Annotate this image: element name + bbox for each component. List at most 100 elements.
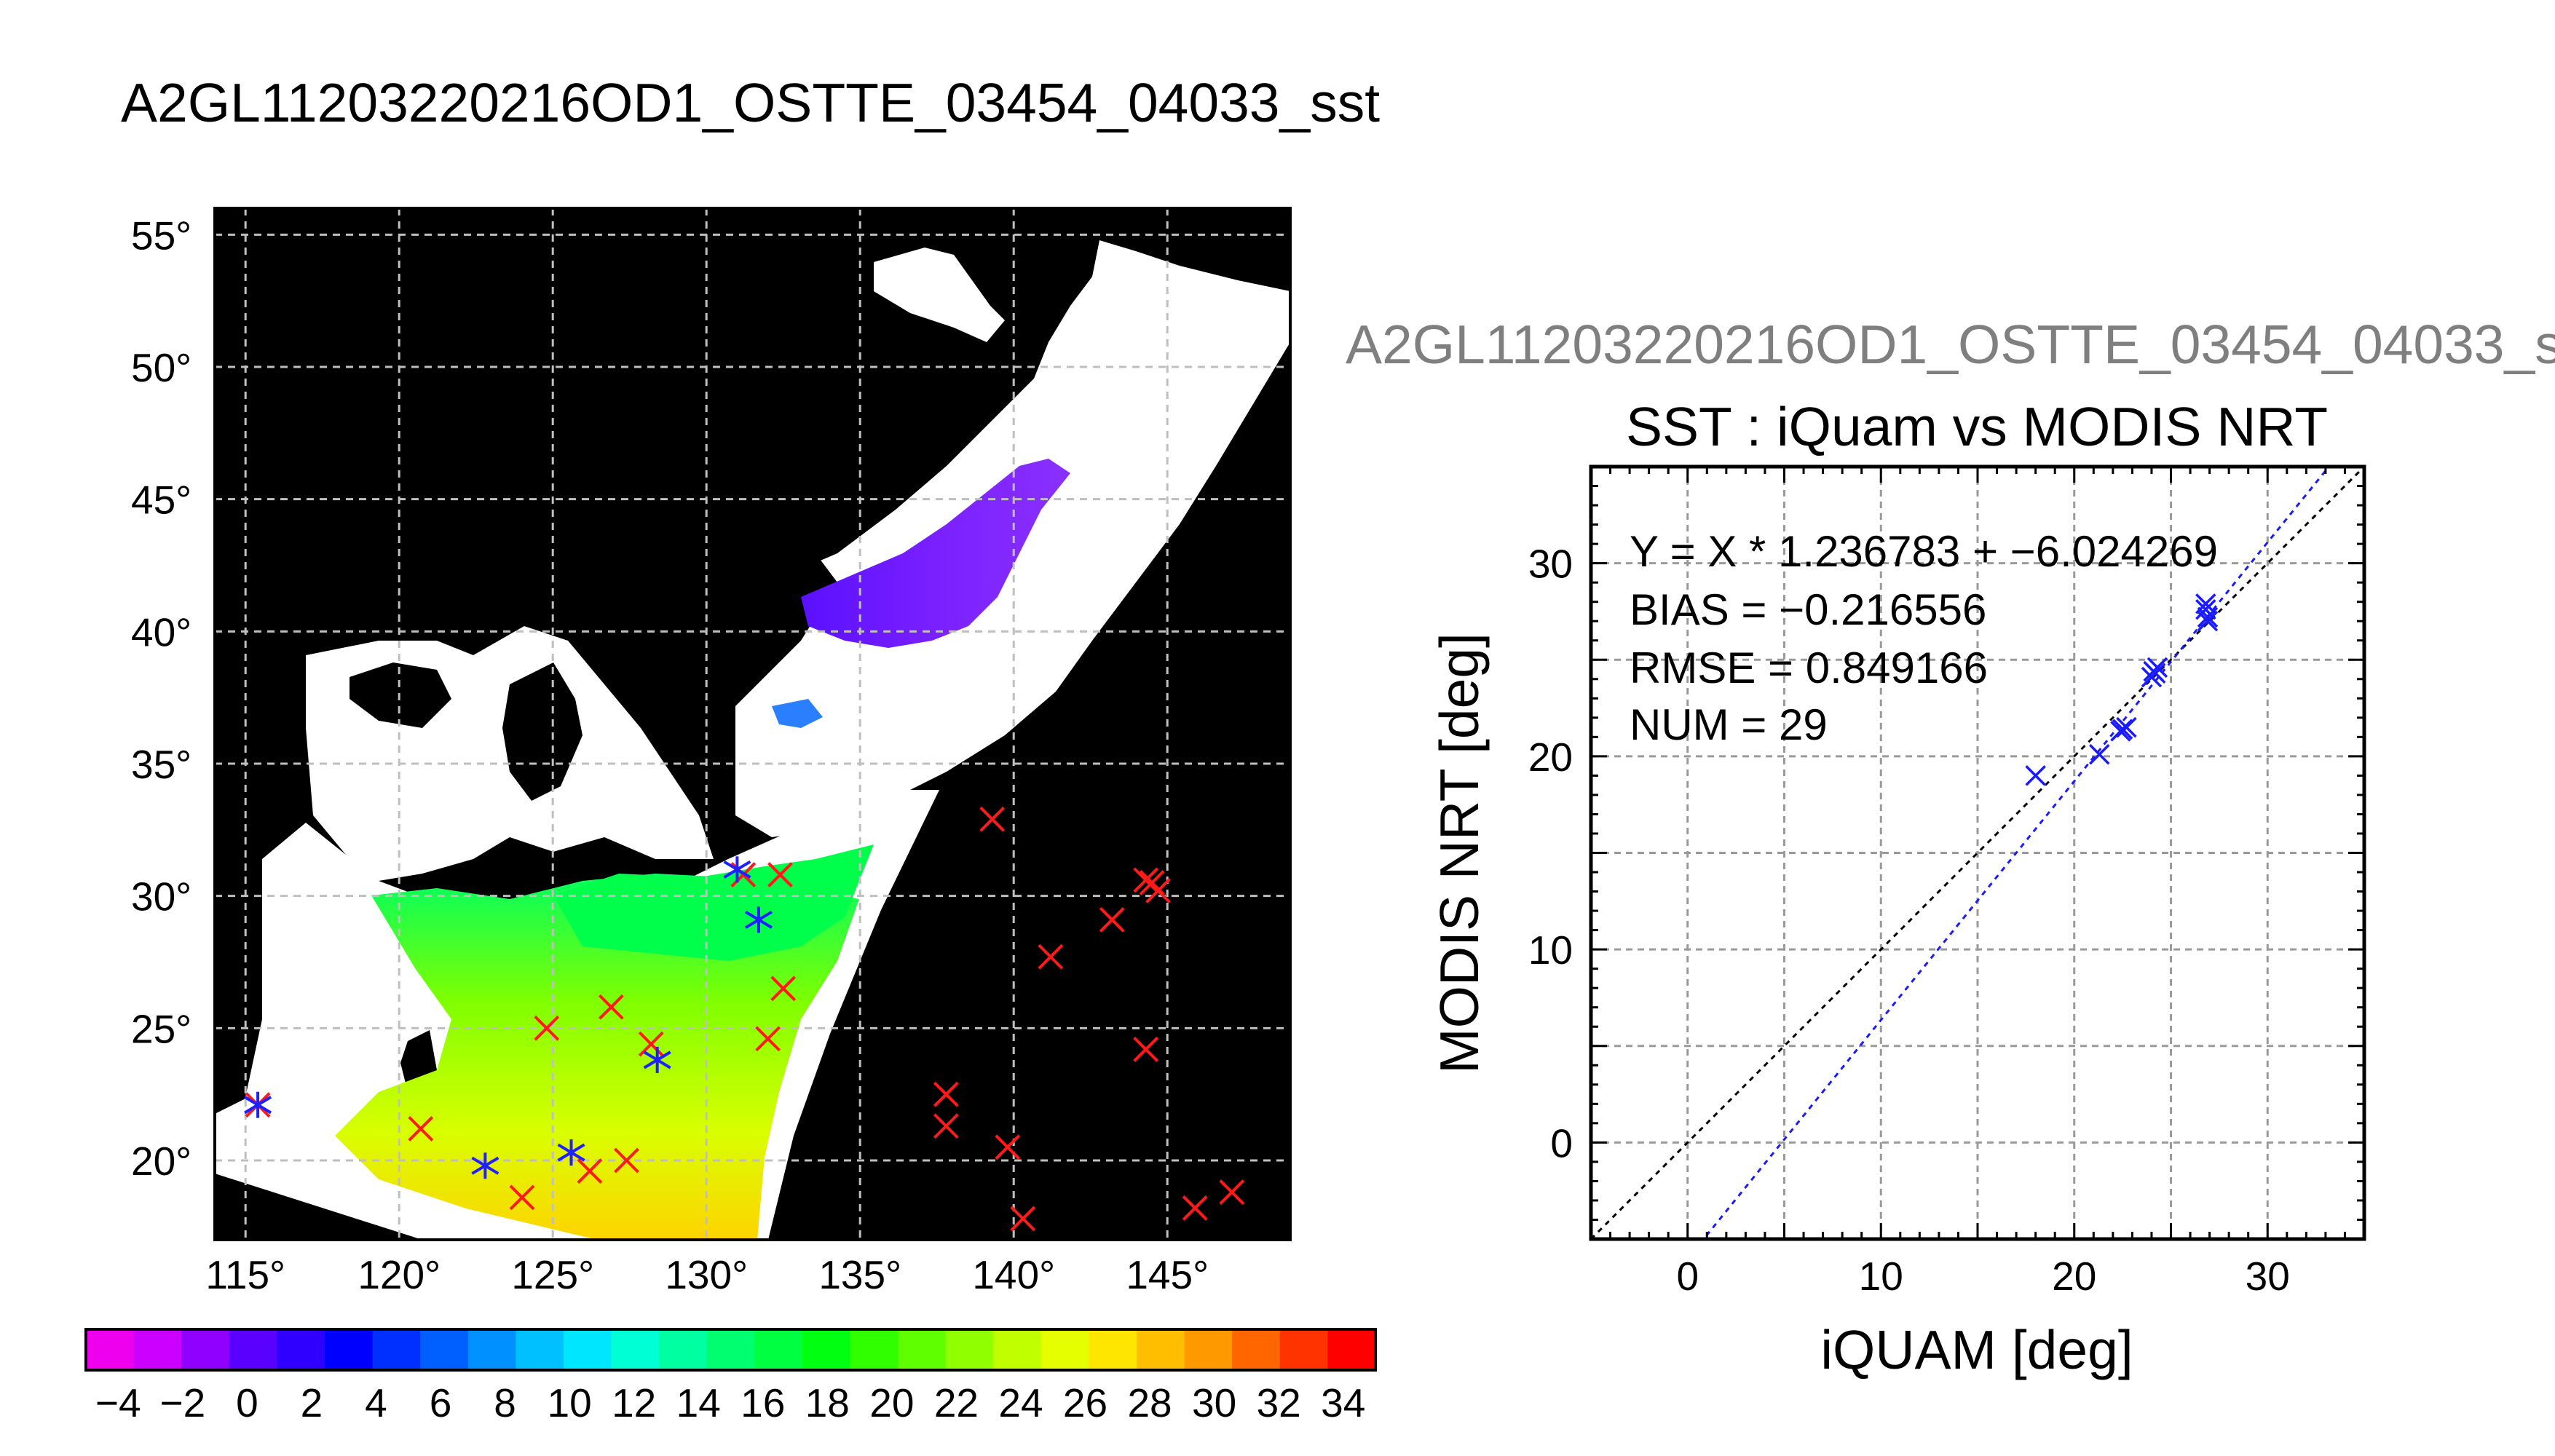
scatter-point: [2145, 662, 2166, 684]
scatter-point: [2116, 716, 2137, 738]
colorbar-cell: [802, 1329, 851, 1370]
colorbar-cell: [420, 1329, 469, 1370]
colorbar-tick-label: −4: [95, 1380, 141, 1425]
scatter-annotation-bias: BIAS = −0.216556: [1630, 585, 1986, 634]
colorbar-cell: [516, 1329, 564, 1370]
scatter-x-tick-label: 10: [1859, 1254, 1903, 1299]
scatter-grid: [1591, 467, 2364, 1239]
map-lat-tick-label: 20°: [131, 1139, 191, 1184]
colorbar-tick-label: 8: [494, 1380, 516, 1425]
scatter-x-tick-label: 30: [2246, 1254, 2290, 1299]
buoy-cross-marker: [1099, 906, 1125, 933]
scatter-point: [2089, 743, 2110, 765]
map-lat-tick-label: 30°: [131, 874, 191, 919]
scatter-y-tick-labels: 0 10 20 30: [1528, 542, 1573, 1166]
colorbar-tick-label: 6: [430, 1380, 452, 1425]
buoy-cross-marker: [933, 1113, 959, 1139]
main-title: A2GL11203220216OD1_OSTTE_03454_04033_sst: [121, 72, 1381, 133]
scatter-x-tick-labels: 0 10 20 30: [1676, 1254, 2289, 1299]
map-lon-tick-label: 140°: [972, 1252, 1055, 1297]
collocated-asterisk-marker: [557, 1139, 585, 1166]
map-lon-tick-label: 125°: [511, 1252, 594, 1297]
colorbar-cell: [1279, 1329, 1329, 1370]
buoy-cross-marker: [614, 1147, 639, 1174]
colorbar-cells: [86, 1329, 1376, 1370]
colorbar-tick-label: 22: [934, 1380, 979, 1425]
map-lat-tick-label: 35°: [131, 742, 191, 787]
collocated-asterisk-marker: [471, 1152, 499, 1179]
buoy-cross-marker: [1182, 1195, 1208, 1221]
map-lon-tick-label: 120°: [358, 1252, 441, 1297]
colorbar-tick-label: 26: [1063, 1380, 1107, 1425]
scatter-title: SST : iQuam vs MODIS NRT: [1626, 396, 2328, 457]
colorbar-tick-label: 32: [1257, 1380, 1301, 1425]
sst-patch-north: [801, 459, 1070, 648]
map-lat-tick-label: 55°: [131, 213, 191, 258]
buoy-cross-marker: [1038, 943, 1064, 970]
land-korea-peninsula: [502, 662, 583, 801]
buoy-cross-marker: [1219, 1179, 1245, 1206]
land-sakhalin-top: [874, 248, 1005, 342]
land-bohai: [350, 662, 451, 728]
colorbar-tick-label: 0: [236, 1380, 258, 1425]
regression-line: [1702, 467, 2331, 1239]
colorbar-tick-label: −2: [159, 1380, 205, 1425]
colorbar-cell: [1040, 1329, 1090, 1370]
scatter-annotation-num: NUM = 29: [1630, 700, 1828, 749]
colorbar-cell: [1327, 1329, 1376, 1370]
colorbar-cell: [277, 1329, 325, 1370]
colorbar-cell: [1137, 1329, 1185, 1370]
colorbar-tick-label: 12: [612, 1380, 656, 1425]
colorbar-tick-labels: −4 −2 0 2 4 6 8 10 12 14 16 18 20 22 24 26 28 30 32 34: [95, 1380, 1365, 1425]
scatter-ticks: [1590, 465, 2366, 1241]
buoy-cross-marker: [995, 1134, 1021, 1160]
colorbar-cell: [1184, 1329, 1233, 1370]
collocated-asterisk-marker: [643, 1046, 671, 1073]
colorbar-tick-label: 30: [1192, 1380, 1236, 1425]
buoy-cross-marker: [408, 1115, 434, 1142]
scatter-points: [2025, 593, 2219, 786]
scatter-point: [2197, 606, 2219, 628]
buoy-cross-marker: [1145, 877, 1171, 903]
map-lon-tick-labels: 115° 120° 125° 130° 135° 140° 145°: [205, 1252, 1209, 1297]
colorbar-cell: [133, 1329, 183, 1370]
map-lon-tick-label: 145°: [1126, 1252, 1209, 1297]
colorbar-tick-label: 14: [676, 1380, 721, 1425]
colorbar-frame: [84, 1328, 1377, 1372]
buoy-cross-marker: [577, 1158, 603, 1184]
buoy-cross-marker: [767, 862, 793, 888]
land-china-coast: [240, 823, 524, 1128]
colorbar-cell: [563, 1329, 612, 1370]
collocated-asterisk-marker: [744, 906, 773, 933]
colorbar-tick-label: 10: [548, 1380, 592, 1425]
buoy-cross-marker: [534, 1015, 560, 1041]
colorbar-tick-label: 24: [998, 1380, 1043, 1425]
colorbar-cell: [993, 1329, 1042, 1370]
map-lat-tick-labels: 55° 50° 45° 40° 35° 30° 25° 20°: [131, 213, 191, 1184]
colorbar-cell: [850, 1329, 899, 1370]
colorbar-cell: [898, 1329, 947, 1370]
colorbar-cell: [659, 1329, 708, 1370]
map-lon-tick-label: 130°: [665, 1252, 748, 1297]
buoy-cross-marker: [770, 976, 797, 1002]
buoy-cross-marker: [1133, 1036, 1159, 1062]
scatter-y-axis-label: MODIS NRT [deg]: [1429, 633, 1490, 1074]
collocated-asterisk-marker: [723, 856, 751, 883]
colorbar-cell: [324, 1329, 374, 1370]
scatter-y-tick-label: 30: [1528, 542, 1573, 587]
identity-line: [1591, 467, 2364, 1239]
buoy-cross-marker: [638, 1031, 664, 1057]
colorbar-tick-label: 18: [805, 1380, 850, 1425]
scatter-y-tick-label: 10: [1528, 927, 1573, 973]
colorbar-tick-label: 20: [869, 1380, 914, 1425]
scatter-file-header: A2GL11203220216OD1_OSTTE_03454_04033_sst: [1346, 314, 2555, 375]
map-lat-tick-label: 50°: [131, 345, 191, 390]
buoy-cross-marker: [509, 1184, 535, 1211]
scatter-x-tick-label: 0: [1676, 1254, 1699, 1299]
map-lat-tick-label: 45°: [131, 478, 191, 523]
colorbar-cell: [1232, 1329, 1281, 1370]
sst-patch-central: [553, 844, 874, 961]
